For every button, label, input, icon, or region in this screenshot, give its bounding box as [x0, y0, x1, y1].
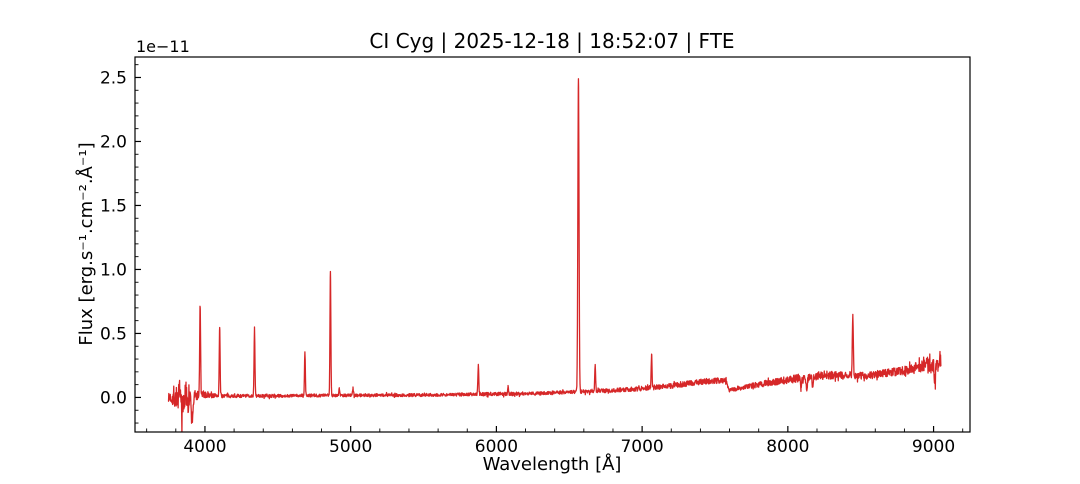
y-tick-label-2.0: 2.0 — [100, 132, 127, 152]
y-tick-label-2.5: 2.5 — [100, 68, 127, 88]
x-tick-label-4000: 4000 — [183, 437, 226, 457]
y-offset-label: 1e−11 — [136, 37, 190, 56]
y-tick-label-0.0: 0.0 — [100, 388, 127, 408]
y-tick-label-1.0: 1.0 — [100, 260, 127, 280]
spectrum-line — [167, 78, 942, 432]
x-axis-label: Wavelength [Å] — [483, 453, 622, 475]
y-axis-label: Flux [erg.s⁻¹.cm⁻².Å⁻¹] — [75, 142, 97, 345]
x-tick-label-9000: 9000 — [912, 437, 955, 457]
y-tick-label-1.5: 1.5 — [100, 196, 127, 216]
x-tick-label-7000: 7000 — [620, 437, 663, 457]
y-tick-label-0.5: 0.5 — [100, 324, 127, 344]
y-tick-labels: 0.0 0.5 1.0 1.5 2.0 2.5 — [100, 68, 127, 408]
major-ticks — [135, 76, 935, 432]
plot-border — [134, 56, 971, 433]
x-tick-label-5000: 5000 — [329, 437, 372, 457]
chart-title: CI Cyg | 2025-12-18 | 18:52:07 | FTE — [369, 29, 734, 53]
x-tick-label-8000: 8000 — [766, 437, 809, 457]
x-tick-label-6000: 6000 — [475, 437, 518, 457]
x-tick-labels: 4000 5000 6000 7000 8000 9000 — [183, 437, 955, 457]
